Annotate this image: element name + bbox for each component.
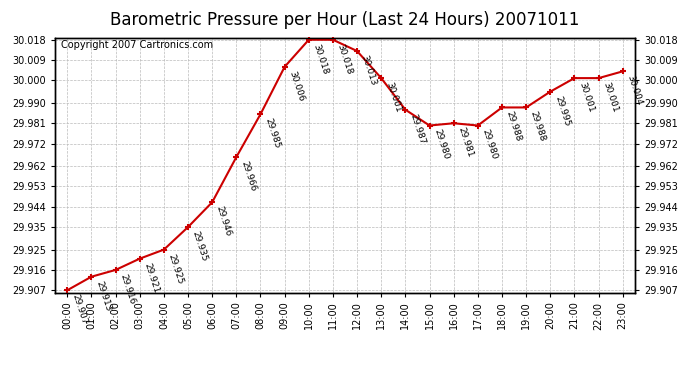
Text: 30.001: 30.001 (578, 81, 595, 114)
Text: 30.018: 30.018 (312, 42, 330, 75)
Text: 29.981: 29.981 (457, 126, 475, 159)
Text: 29.907: 29.907 (70, 293, 88, 326)
Text: 29.925: 29.925 (167, 252, 185, 285)
Text: 30.018: 30.018 (336, 42, 354, 75)
Text: 29.995: 29.995 (553, 94, 571, 127)
Text: 29.921: 29.921 (143, 261, 161, 294)
Text: 29.980: 29.980 (481, 128, 499, 161)
Text: Barometric Pressure per Hour (Last 24 Hours) 20071011: Barometric Pressure per Hour (Last 24 Ho… (110, 11, 580, 29)
Text: 29.988: 29.988 (529, 110, 547, 143)
Text: 29.913: 29.913 (95, 279, 112, 312)
Text: 30.006: 30.006 (288, 70, 306, 102)
Text: 29.987: 29.987 (408, 112, 426, 145)
Text: 29.985: 29.985 (264, 117, 282, 150)
Text: 29.988: 29.988 (505, 110, 523, 143)
Text: 30.004: 30.004 (626, 74, 644, 107)
Text: Copyright 2007 Cartronics.com: Copyright 2007 Cartronics.com (61, 40, 213, 50)
Text: 30.001: 30.001 (384, 81, 402, 114)
Text: 29.980: 29.980 (433, 128, 451, 161)
Text: 29.935: 29.935 (191, 230, 209, 262)
Text: 29.946: 29.946 (215, 205, 233, 238)
Text: 30.013: 30.013 (360, 54, 378, 87)
Text: 29.916: 29.916 (119, 273, 137, 306)
Text: 30.001: 30.001 (602, 81, 620, 114)
Text: 29.966: 29.966 (239, 160, 257, 193)
